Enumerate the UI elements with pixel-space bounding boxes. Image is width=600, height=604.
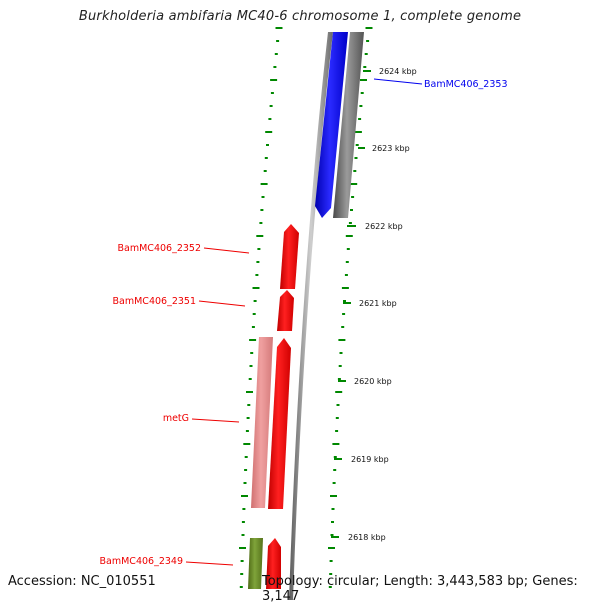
tick-label-2618: 2618 kbp: [348, 533, 386, 542]
gene-region-bar: [333, 32, 364, 218]
tick-label-2619: 2619 kbp: [351, 455, 389, 464]
gene-label-metg[interactable]: metG: [163, 413, 189, 424]
gene-label-bammc406-2351[interactable]: BamMC406_2351: [113, 296, 196, 307]
tick-label-2623: 2623 kbp: [372, 144, 410, 153]
map-title: Burkholderia ambifaria MC40-6 chromosome…: [78, 9, 522, 24]
gene-label-bammc406-2353[interactable]: BamMC406_2353: [424, 79, 507, 90]
label-leader-metg: [191, 418, 240, 423]
gene-label-bammc406-2352[interactable]: BamMC406_2352: [118, 243, 201, 254]
gene-label-bammc406-2349[interactable]: BamMC406_2349: [100, 556, 183, 567]
label-leader-bammc406-2352: [203, 247, 250, 254]
tick-labels: 2624 kbp 2623 kbp 2622 kbp 2621 kbp 2620…: [331, 67, 417, 542]
gene-arrow-bammc406-2349[interactable]: [266, 538, 281, 589]
tick-label-2624: 2624 kbp: [379, 67, 417, 76]
gene-arrow-metg[interactable]: [268, 338, 291, 509]
label-leader-bammc406-2353: [373, 78, 423, 85]
accession-text: Accession: NC_010551: [8, 574, 156, 589]
outer-tick-track: [328, 27, 373, 588]
chromosome-backbone: [289, 32, 333, 600]
tick-label-2622: 2622 kbp: [365, 222, 403, 231]
rna-feature-bar: [251, 337, 273, 508]
tick-label-2620: 2620 kbp: [354, 377, 392, 386]
inner-tick-track: [239, 27, 283, 588]
gene-arrow-bammc406-2351[interactable]: [277, 290, 294, 331]
other-feature-bar: [248, 538, 263, 589]
gene-arrow-bammc406-2352[interactable]: [280, 224, 299, 289]
label-leader-bammc406-2351: [198, 300, 246, 307]
tick-label-2621: 2621 kbp: [359, 299, 397, 308]
gene-labels: BamMC406_2353 BamMC406_2352 BamMC406_235…: [100, 78, 507, 567]
gene-arrow-bammc406-2353[interactable]: [315, 32, 348, 218]
label-leader-bammc406-2349: [185, 561, 234, 566]
